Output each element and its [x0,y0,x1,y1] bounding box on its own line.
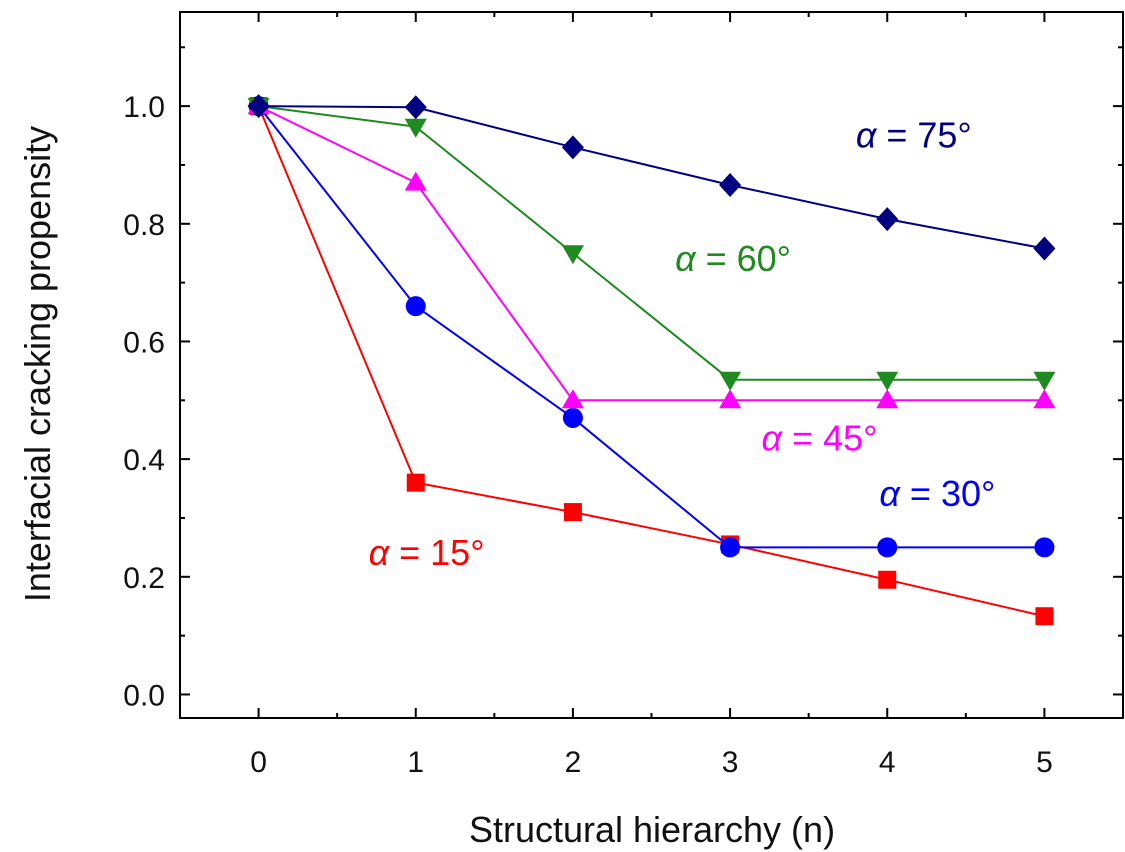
data-point [406,473,425,492]
data-point [404,95,427,120]
data-point [719,389,742,409]
data-point [1033,236,1056,261]
y-axis-title: Interfacial cracking propensity [17,126,58,602]
x-axis-title: Structural hierarchy (n) [469,809,835,850]
data-point [247,94,270,119]
data-point [878,570,897,589]
series-diamond [247,94,1056,261]
data-point [720,537,741,558]
data-point [404,118,427,138]
series-line [257,105,1045,618]
data-point [719,172,742,197]
data-point [561,389,584,409]
series-labels: α = 15° α = 30°α = 45° α = 60° α = 75° [369,114,996,573]
y-tick-label: 0.6 [123,326,165,359]
y-tick-label: 0.2 [123,562,165,595]
series-label: α = 60° [675,238,791,279]
data-point [876,207,899,232]
data-point [876,371,899,391]
series-label: α = 30° [879,473,995,514]
series-label: α = 75° [856,114,972,155]
series-label: α = 15° [369,532,485,573]
x-tick-label: 2 [565,746,582,779]
y-tick-label: 1.0 [123,91,165,124]
y-tick-label: 0.8 [123,209,165,242]
x-axis: 0 1 2 3 4 5 [250,12,1053,779]
x-tick-label: 3 [722,746,739,779]
data-point [1033,371,1056,391]
series-label: α = 45° [762,417,878,458]
series-layer [247,94,1056,626]
data-point [561,245,584,265]
y-tick-label: 0.4 [123,444,165,477]
series-line [258,105,1045,402]
series-square [249,97,1054,626]
data-point [405,296,426,317]
data-point [562,407,583,428]
series-line [258,105,1045,381]
data-point [877,537,898,558]
x-tick-label: 4 [879,746,896,779]
plot-frame [179,11,1124,719]
series-line [258,105,1045,250]
series-line [257,105,1045,549]
x-tick-label: 1 [407,746,424,779]
data-point [563,503,582,522]
data-point [404,171,427,191]
data-point [719,371,742,391]
data-point [1034,537,1055,558]
x-tick-label: 0 [250,746,267,779]
x-tick-label: 5 [1036,746,1053,779]
y-axis: 0.0 0.2 0.4 0.6 0.8 1.0 [123,46,1123,712]
y-tick-label: 0.0 [123,679,165,712]
data-point [1033,389,1056,409]
data-point [561,135,584,160]
data-point [876,389,899,409]
data-point [1035,607,1054,626]
